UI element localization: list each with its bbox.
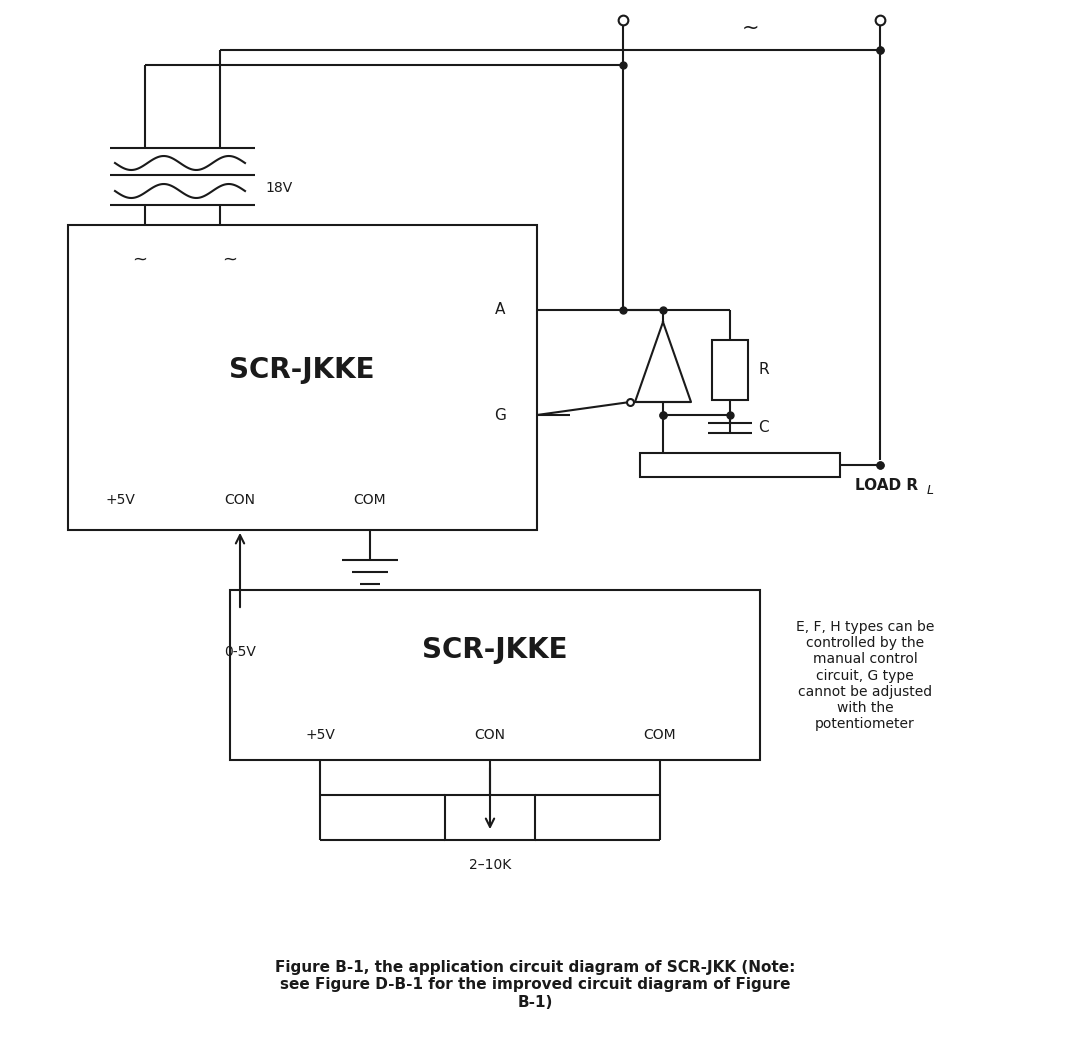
Text: COM: COM xyxy=(354,493,386,507)
Text: Figure B-1, the application circuit diagram of SCR-JKK (Note:
see Figure D-B-1 f: Figure B-1, the application circuit diag… xyxy=(275,960,795,1010)
Text: 18V: 18V xyxy=(265,181,292,195)
Text: G: G xyxy=(494,407,506,423)
Text: LOAD R: LOAD R xyxy=(855,478,918,492)
Text: E, F, H types can be
controlled by the
manual control
circuit, G type
cannot be : E, F, H types can be controlled by the m… xyxy=(796,620,934,731)
Bar xyxy=(68,225,537,530)
Text: A: A xyxy=(494,303,505,318)
Text: ~: ~ xyxy=(742,18,759,38)
Text: 0-5V: 0-5V xyxy=(224,645,256,659)
Text: COM: COM xyxy=(644,728,676,742)
Text: C: C xyxy=(758,421,768,436)
Text: ~: ~ xyxy=(133,251,148,269)
Text: ~: ~ xyxy=(223,251,238,269)
Text: R: R xyxy=(758,363,768,378)
Text: L: L xyxy=(927,484,934,497)
Text: SCR-JKKE: SCR-JKKE xyxy=(423,636,568,664)
Bar xyxy=(230,590,760,760)
Text: CON: CON xyxy=(474,728,505,742)
Bar xyxy=(445,795,535,839)
Text: SCR-JKKE: SCR-JKKE xyxy=(229,356,374,384)
Bar xyxy=(640,453,840,477)
Text: CON: CON xyxy=(225,493,256,507)
Text: 2–10K: 2–10K xyxy=(469,858,511,872)
Text: +5V: +5V xyxy=(305,728,335,742)
Bar xyxy=(712,340,748,400)
Text: +5V: +5V xyxy=(105,493,135,507)
